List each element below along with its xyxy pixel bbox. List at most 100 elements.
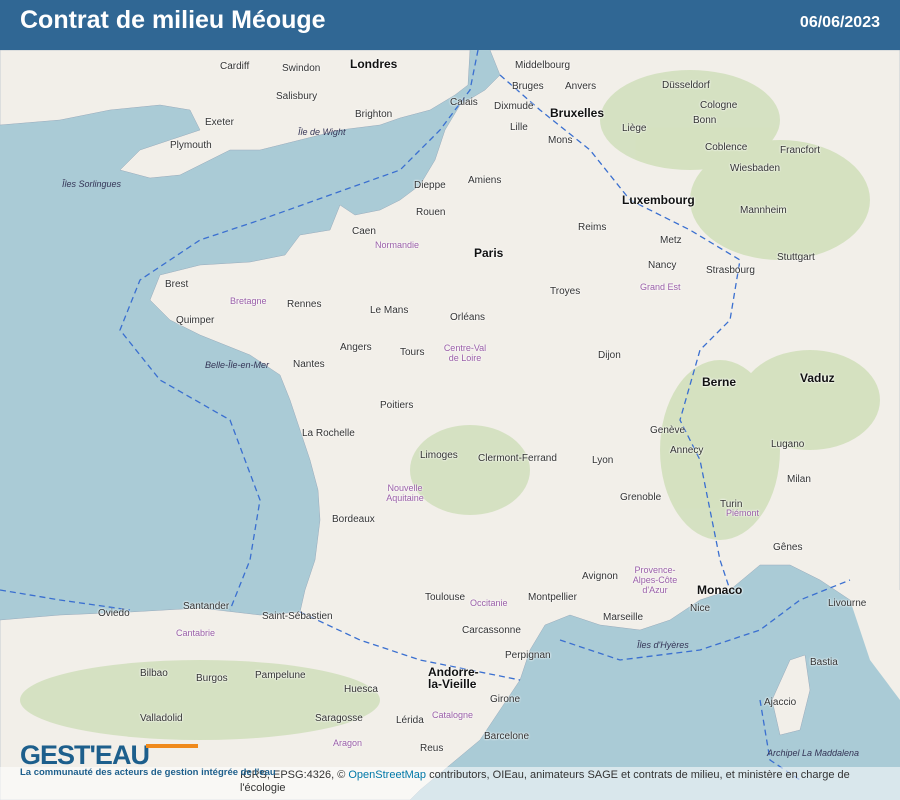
map-label: Livourne: [828, 598, 867, 609]
map-label: Francfort: [780, 145, 821, 156]
map-label: Barcelone: [484, 731, 530, 742]
map-label: Bastia: [810, 657, 838, 668]
region-label: Occitanie: [470, 598, 508, 608]
gesteau-logo[interactable]: GEST'EAU La communauté des acteurs de ge…: [20, 740, 276, 778]
map-label: Grenoble: [620, 492, 662, 503]
map-label: Le Mans: [370, 305, 409, 316]
map-label: Quimper: [176, 315, 215, 326]
map-label: Carcassonne: [462, 625, 521, 636]
map-label: Annecy: [670, 445, 704, 456]
map-label: Mannheim: [740, 205, 787, 216]
map-label: Toulouse: [425, 592, 466, 603]
logo-accent-bar: [146, 744, 198, 748]
map-label: Poitiers: [380, 400, 414, 411]
map-label: Mons: [548, 135, 573, 146]
map-label: Luxembourg: [622, 193, 695, 207]
map-label: Vaduz: [800, 371, 835, 385]
map-label: Stuttgart: [777, 252, 815, 263]
region-label: Centre-Val de Loire: [443, 343, 487, 363]
map-label: Bruxelles: [550, 106, 605, 120]
region-label: Provence-Alpes-Côte d'Azur: [632, 565, 678, 595]
page-title: Contrat de milieu Méouge: [20, 6, 326, 34]
map-label: Marseille: [603, 612, 644, 623]
map-label: Anvers: [565, 81, 597, 92]
attribution-suffix: contributors, OIEau, animateurs SAGE et …: [240, 769, 850, 794]
openstreetmap-link[interactable]: OpenStreetMap: [348, 769, 427, 781]
land-uk: [0, 50, 471, 179]
region-label: Catalogne: [432, 710, 474, 720]
island-label: Belle-Île-en-Mer: [205, 360, 270, 370]
map-label: Dixmude: [494, 101, 534, 112]
map-label: Nancy: [648, 260, 677, 271]
map-label: Lille: [510, 122, 528, 133]
map-label: Perpignan: [505, 650, 551, 661]
map-label: Londres: [350, 57, 398, 71]
region-label: Cantabrie: [176, 628, 216, 638]
map-label: Paris: [474, 246, 504, 260]
map-label: Rennes: [287, 299, 322, 310]
map-label: Middelbourg: [515, 60, 571, 71]
land-italy: [850, 590, 900, 700]
map-label: Rouen: [416, 207, 446, 218]
map-label: Pampelune: [255, 670, 306, 681]
map-label: La Rochelle: [302, 428, 355, 439]
logo-tagline: La communauté des acteurs de gestion int…: [20, 767, 276, 778]
island-label: Île de Wight: [298, 127, 346, 137]
map-label: Clermont-Ferrand: [478, 453, 557, 464]
map-label: Exeter: [205, 117, 234, 128]
map-label: Reims: [578, 222, 607, 233]
map-label: Calais: [450, 97, 478, 108]
map-label: Brest: [165, 279, 189, 290]
map-label: Reus: [420, 743, 444, 754]
map-label: Bordeaux: [332, 514, 375, 525]
map-label: Gênes: [773, 542, 803, 553]
map-label: Troyes: [550, 286, 581, 297]
map-label: Strasbourg: [706, 265, 755, 276]
map-label: Dieppe: [414, 180, 446, 191]
map-view[interactable]: Londres Bruxelles Paris Luxembourg Berne…: [0, 50, 900, 800]
map-label: Cologne: [700, 100, 738, 111]
map-label: Orléans: [450, 312, 486, 323]
map-label: Nice: [690, 603, 711, 614]
region-label: Nouvelle Aquitaine: [386, 483, 424, 503]
attribution-prefix: IGRS, EPSG:4326, ©: [240, 769, 349, 781]
map-label: Berne: [702, 375, 737, 389]
land-corsica: [771, 654, 811, 736]
map-label: Caen: [352, 226, 376, 237]
map-label: Tours: [400, 347, 425, 358]
map-label: Huesca: [344, 684, 378, 695]
forest-areas: [20, 70, 880, 740]
map-label: Angers: [340, 342, 372, 353]
map-label: Limoges: [420, 450, 458, 461]
land-continent: [0, 50, 900, 800]
map-label: Amiens: [468, 175, 502, 186]
map-label: Turin: [720, 499, 743, 510]
map-label: Bilbao: [140, 668, 168, 679]
map-label: Düsseldorf: [662, 80, 710, 91]
map-label: Swindon: [282, 63, 321, 74]
map-label: Avignon: [582, 571, 618, 582]
region-label: Grand Est: [640, 282, 681, 292]
region-label: Aragon: [333, 738, 363, 748]
map-label: Plymouth: [170, 140, 212, 151]
map-label: Lérida: [396, 715, 424, 726]
map-label: Lugano: [771, 439, 805, 450]
map-label: Milan: [787, 474, 811, 485]
map-label: Montpellier: [528, 592, 577, 603]
map-label: Lyon: [592, 455, 614, 466]
map-label: Bonn: [693, 115, 717, 126]
map-label: Girone: [490, 694, 521, 705]
logo-text: GEST'EAU: [20, 740, 150, 770]
map-label: Saint-Sébastien: [262, 611, 333, 622]
map-label: Cardiff: [220, 61, 250, 72]
map-basemap: [0, 50, 900, 800]
map-label: Salisbury: [276, 91, 318, 102]
map-label: Andorre-la-Vieille: [428, 665, 479, 691]
map-label: Brighton: [355, 109, 393, 120]
map-label: Saragosse: [315, 713, 363, 724]
map-label: Bruges: [512, 81, 544, 92]
map-label: Wiesbaden: [730, 163, 781, 174]
map-label: Oviedo: [98, 608, 130, 619]
map-label: Monaco: [697, 583, 743, 597]
island-label: Archipel La Maddalena: [767, 748, 860, 758]
